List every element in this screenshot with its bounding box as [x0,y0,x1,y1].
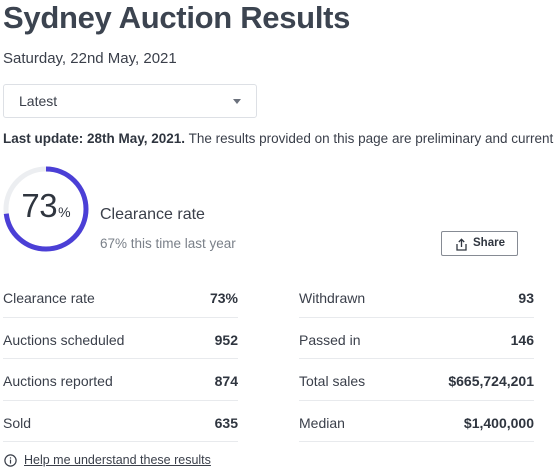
gauge-progress-arc [3,166,89,252]
stat-value: 952 [214,331,238,348]
share-icon [456,238,467,251]
clearance-rate-gauge: 73% [2,165,90,253]
stat-value: 874 [214,373,238,389]
stat-label: Clearance rate [3,290,95,306]
auction-date: Saturday, 22nd May, 2021 [3,50,177,67]
share-button[interactable]: Share [441,231,518,256]
stat-row-clearance-rate: Clearance rate 73% [3,276,238,318]
share-label: Share [473,237,505,249]
stat-row-median: Median $1,400,000 [299,401,534,442]
stat-value: 635 [214,414,238,431]
stat-label: Auctions scheduled [3,331,125,348]
clearance-rate-comparison: 67% this time last year [100,236,236,251]
clearance-rate-label: Clearance rate [100,206,205,223]
stat-row-sold: Sold 635 [3,401,238,442]
chevron-down-icon [233,99,241,104]
info-icon [4,454,17,467]
gauge-number: 73 [21,187,58,224]
gauge-unit: % [58,204,71,220]
stat-row-auctions-scheduled: Auctions scheduled 952 [3,318,238,359]
last-update-label: Last update: 28th May, 2021. [3,131,186,146]
help-link[interactable]: Help me understand these results [24,453,211,467]
stats-left-column: Clearance rate 73% Auctions scheduled 95… [3,276,238,442]
stat-value: $665,724,201 [448,373,534,389]
stat-row-total-sales: Total sales $665,724,201 [299,359,534,401]
stat-label: Total sales [299,373,366,389]
stat-label: Passed in [299,331,361,348]
results-period-selected: Latest [19,93,58,109]
stat-value: 93 [518,290,534,306]
last-update-text: The results provided on this page are pr… [185,131,554,146]
stat-row-withdrawn: Withdrawn 93 [299,276,534,318]
stat-label: Sold [3,414,32,431]
stat-value: 73% [209,290,238,306]
stat-label: Auctions reported [3,373,113,389]
stat-value: $1,400,000 [463,414,534,431]
stat-row-passed-in: Passed in 146 [299,318,534,359]
clearance-gauge-ring [3,166,89,252]
last-update-notice: Last update: 28th May, 2021. The results… [3,131,553,146]
results-period-select[interactable]: Latest [3,84,257,118]
stat-label: Withdrawn [299,290,366,306]
stat-value: 146 [510,331,534,348]
stats-right-column: Withdrawn 93 Passed in 146 Total sales $… [299,276,534,442]
page-title: Sydney Auction Results [3,0,351,35]
stat-label: Median [299,414,345,431]
gauge-value: 73% [2,187,90,225]
stat-row-auctions-reported: Auctions reported 874 [3,359,238,401]
